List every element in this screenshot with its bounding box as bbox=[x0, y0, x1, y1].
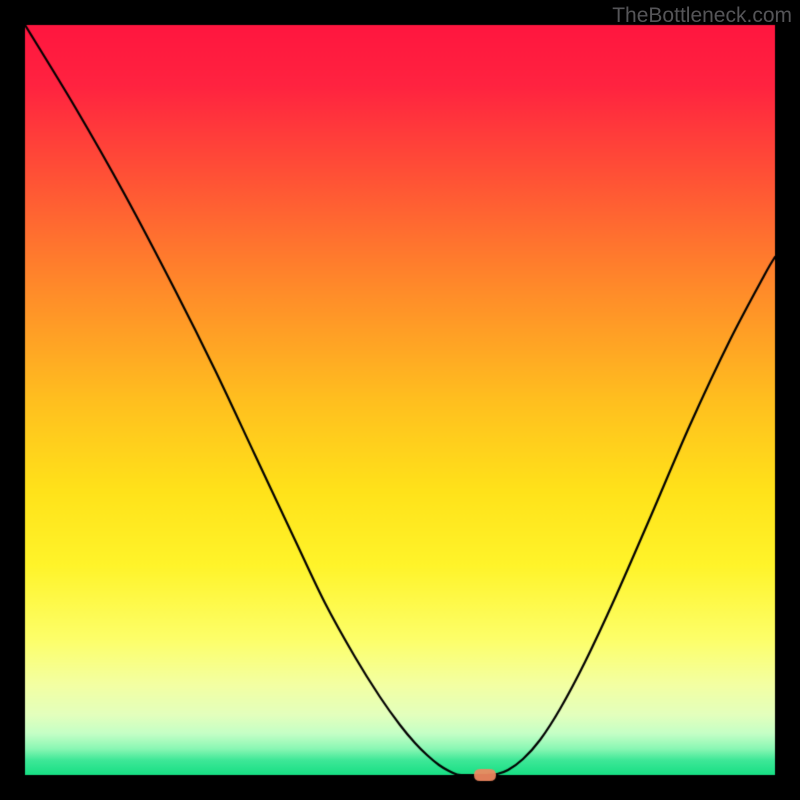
chart-container: TheBottleneck.com bbox=[0, 0, 800, 800]
bottleneck-chart-canvas bbox=[0, 0, 800, 800]
attribution-label: TheBottleneck.com bbox=[612, 4, 792, 28]
